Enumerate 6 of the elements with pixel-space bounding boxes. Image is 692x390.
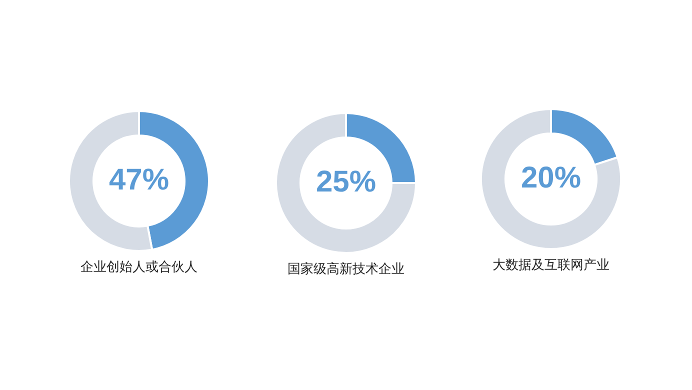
text: 大数据及互联网产业 xyxy=(492,257,610,274)
data-label: 47% xyxy=(108,163,170,196)
text: 企业创始人或合伙人 xyxy=(80,259,198,276)
data-label: 20% xyxy=(520,161,582,194)
data-label: 25% xyxy=(316,165,376,198)
text: 国家级高新技术企业 xyxy=(286,261,406,278)
